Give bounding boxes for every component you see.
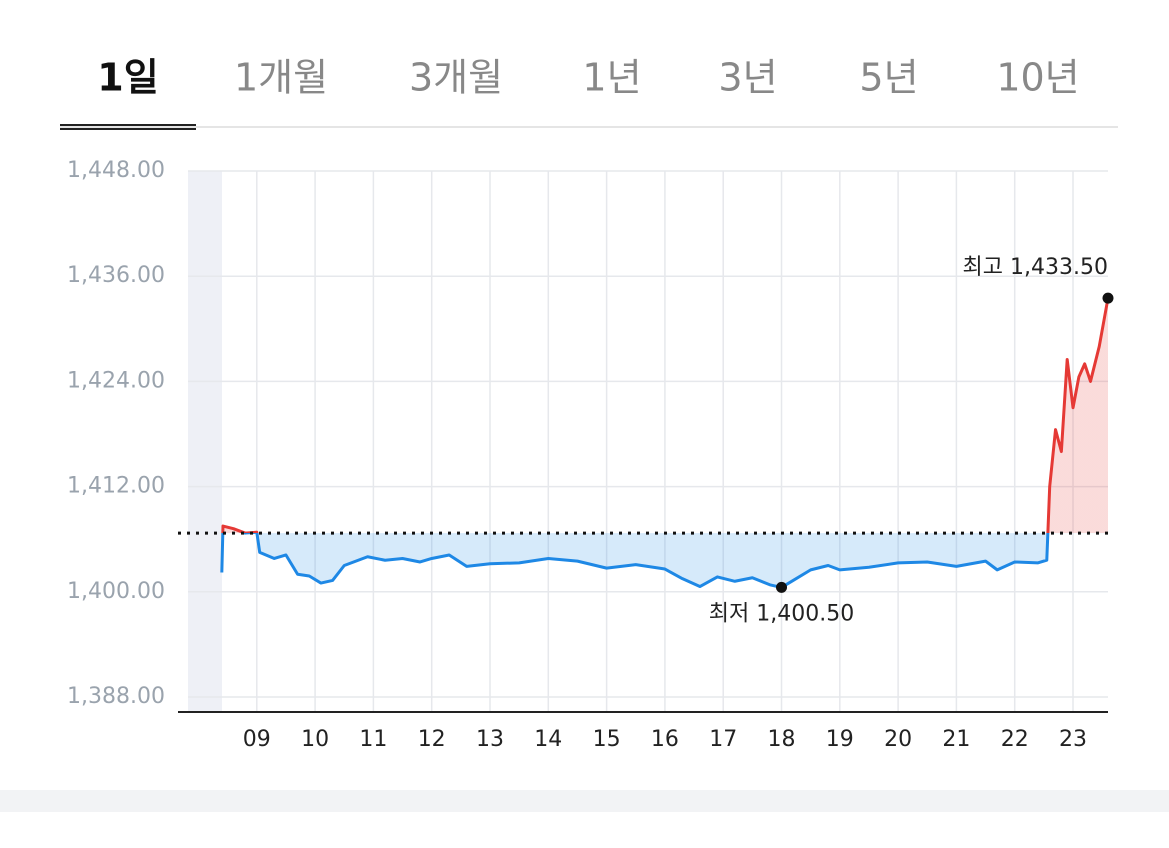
tab[interactable]: 10년 (996, 56, 1079, 100)
x-tick-label: 20 (884, 727, 912, 752)
tab-bar: 1일 1개월 3개월 1년 3년 5년 10년 (60, 56, 1080, 130)
y-tick-label: 1,436.00 (67, 263, 165, 288)
annotation: 최저 1,400.50 (709, 601, 854, 626)
tab[interactable]: 1개월 (234, 56, 328, 100)
y-tick-label: 1,400.00 (67, 579, 165, 604)
x-tick-label: 15 (593, 727, 621, 752)
x-tick-label: 11 (359, 727, 387, 752)
x-tick-label: 19 (826, 727, 854, 752)
annotation: 최고 1,433.50 (963, 255, 1108, 280)
extreme-marker (1102, 292, 1114, 304)
x-tick-label: 10 (301, 727, 329, 752)
tab[interactable]: 3개월 (409, 56, 503, 100)
y-tick-label: 1,448.00 (67, 158, 165, 183)
premarket-band (188, 171, 222, 712)
x-tick-label: 23 (1059, 727, 1087, 752)
x-tick-label: 22 (1001, 727, 1029, 752)
footer-bar (0, 790, 1169, 812)
y-tick-label: 1,412.00 (67, 474, 165, 499)
tab[interactable]: 5년 (859, 56, 918, 100)
tab[interactable]: 1년 (582, 56, 641, 100)
x-tick-label: 14 (534, 727, 562, 752)
x-tick-label: 21 (942, 727, 970, 752)
x-tick-label: 16 (651, 727, 679, 752)
x-tick-label: 12 (418, 727, 446, 752)
extreme-marker (776, 581, 788, 593)
y-tick-label: 1,424.00 (67, 368, 165, 393)
area (221, 298, 1109, 588)
tab[interactable]: 3년 (718, 56, 777, 100)
line (220, 297, 1110, 589)
plot: 1,448.00 1,436.00 1,424.00 1,412.00 1,400.00… (67, 158, 1114, 752)
x-tick-label: 18 (768, 727, 796, 752)
x-tick-label: 09 (243, 727, 271, 752)
x-tick-label: 17 (709, 727, 737, 752)
x-tick-label: 13 (476, 727, 504, 752)
y-tick-label: 1,388.00 (67, 684, 165, 709)
tab[interactable]: 1일 (97, 56, 158, 100)
